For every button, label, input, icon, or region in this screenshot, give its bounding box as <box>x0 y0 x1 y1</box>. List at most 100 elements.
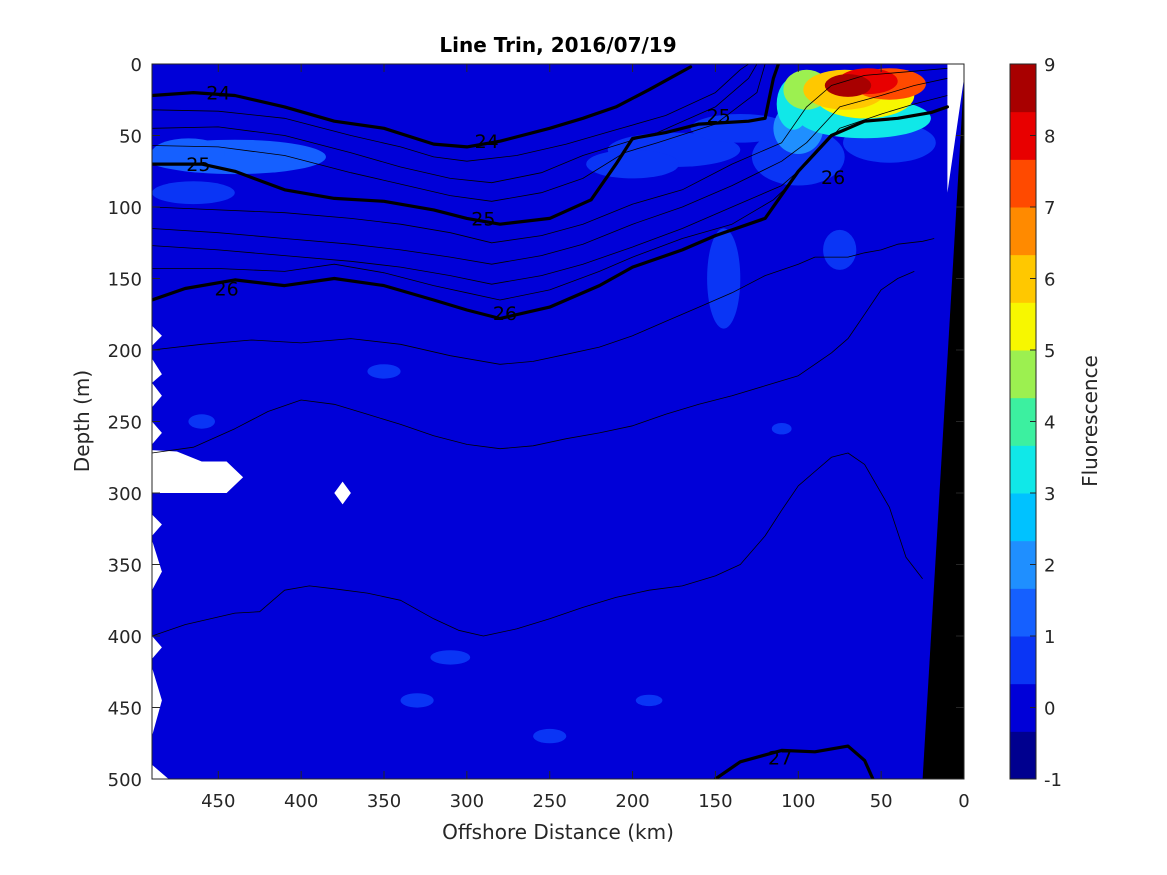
colorbar-tick-label: -1 <box>1044 770 1062 791</box>
contour-label: 25 <box>707 106 731 128</box>
density-contour-26 <box>152 105 950 321</box>
y-tick-label: 300 <box>108 484 142 505</box>
fluorescence-patch <box>771 423 792 435</box>
density-contour-27 <box>713 744 875 779</box>
fluorescence-field <box>152 64 964 779</box>
colorbar-tick-label: 5 <box>1044 341 1055 362</box>
missing-data-region <box>152 421 162 445</box>
fluorescence-patch <box>720 664 761 679</box>
x-tick-label: 150 <box>698 791 732 812</box>
chart-title: Line Trin, 2016/07/19 <box>439 33 676 57</box>
fluorescence-patch <box>367 364 401 379</box>
x-tick-label: 450 <box>201 791 235 812</box>
density-contour-thin <box>152 67 948 244</box>
y-tick-label: 50 <box>119 127 142 148</box>
fluorescence-patch <box>707 228 741 329</box>
colorbar-swatch <box>1010 445 1036 494</box>
fluorescence-patch <box>508 527 608 545</box>
y-tick-label: 250 <box>108 413 142 434</box>
fluorescence-patch <box>536 670 630 688</box>
density-contour-24 <box>152 65 693 149</box>
density-contour-thin <box>152 77 948 265</box>
density-contour-thin <box>152 64 766 202</box>
x-tick-label: 0 <box>958 791 969 812</box>
colorbar-swatch <box>1010 64 1036 113</box>
fluorescence-patch <box>824 74 872 97</box>
contour-label: 25 <box>471 208 495 230</box>
x-axis: 450 400 350 300 250 200 150 100 50 0 <box>201 64 970 812</box>
density-contour-25 <box>152 64 781 226</box>
y-tick-label: 500 <box>108 770 142 791</box>
bottom-topography-layer <box>922 78 964 779</box>
x-tick-label: 400 <box>284 791 318 812</box>
fluorescence-patch <box>650 693 698 708</box>
colorbar-title: Fluorescence <box>1078 355 1102 487</box>
y-tick-label: 400 <box>108 627 142 648</box>
fluorescence-patch <box>823 229 857 270</box>
y-tick-label: 100 <box>108 198 142 219</box>
density-contour-layer <box>152 64 950 779</box>
y-tick-label: 150 <box>108 270 142 291</box>
density-contour-thin <box>152 452 923 637</box>
colorbar-tick-label: 4 <box>1044 413 1055 434</box>
fluorescence-patch <box>188 414 215 429</box>
density-contour-thin <box>152 64 749 162</box>
contour-label: 26 <box>215 279 239 301</box>
colorbar-tick-label: 7 <box>1044 198 1055 219</box>
missing-data-region <box>152 514 162 536</box>
colorbar-tick-label: 2 <box>1044 556 1055 577</box>
density-contour-thin <box>152 238 935 365</box>
fluorescence-patch <box>430 650 471 665</box>
fluorescence-patch <box>765 492 815 508</box>
fluorescence-patch <box>259 450 343 536</box>
missing-data-region <box>947 64 964 193</box>
x-tick-label: 50 <box>870 791 893 812</box>
plot-area: 24 24 25 25 25 26 26 26 27 <box>152 64 964 779</box>
contour-label: 24 <box>475 131 499 153</box>
missing-data-layer <box>152 64 964 779</box>
contour-label: 26 <box>493 303 517 325</box>
fluorescence-patch <box>476 621 524 637</box>
colorbar-swatch <box>1010 588 1036 637</box>
contour-label: 27 <box>768 748 792 770</box>
y-tick-label: 200 <box>108 341 142 362</box>
x-tick-label: 100 <box>781 791 815 812</box>
missing-data-region <box>152 358 162 408</box>
fluorescence-patch <box>263 328 356 372</box>
x-tick-label: 300 <box>450 791 484 812</box>
fluorescence-patch <box>437 736 497 765</box>
fluorescence-patch <box>635 694 663 707</box>
fluorescence-patch <box>160 550 293 665</box>
x-tick-label: 200 <box>615 791 649 812</box>
y-axis-title: Depth (m) <box>70 370 94 472</box>
y-tick-label: 450 <box>108 699 142 720</box>
missing-data-region <box>152 667 162 737</box>
contour-label: 26 <box>821 167 845 189</box>
fluorescence-patch <box>586 149 679 179</box>
fluorescence-patch <box>690 114 790 143</box>
missing-data-region <box>152 450 244 493</box>
colorbar-tick-label: 3 <box>1044 484 1055 505</box>
colorbar-swatch <box>1010 636 1036 685</box>
density-contour-thin <box>152 183 791 301</box>
colorbar-swatch <box>1010 350 1036 399</box>
density-contour-thin <box>152 95 948 285</box>
x-tick-label: 250 <box>533 791 567 812</box>
missing-data-region <box>334 481 351 505</box>
colorbar-swatch <box>1010 207 1036 256</box>
missing-data-region <box>152 764 169 779</box>
colorbar-swatch <box>1010 493 1036 542</box>
colorbar-swatch <box>1010 159 1036 208</box>
density-contour-thin <box>152 271 915 454</box>
fluorescence-patch <box>152 181 235 205</box>
colorbar: 9 8 7 6 5 4 3 2 1 0 -1 <box>1009 55 1062 791</box>
colorbar-tick-label: 9 <box>1044 55 1055 76</box>
colorbar-tick-label: 6 <box>1044 270 1055 291</box>
colorbar-tick-label: 0 <box>1044 699 1055 720</box>
missing-data-region <box>152 325 162 346</box>
missing-data-region <box>152 540 162 591</box>
fluorescence-patch <box>533 728 567 744</box>
x-axis-title: Offshore Distance (km) <box>442 820 674 844</box>
fluorescence-patch <box>591 498 658 516</box>
bottom-topography <box>922 78 964 779</box>
